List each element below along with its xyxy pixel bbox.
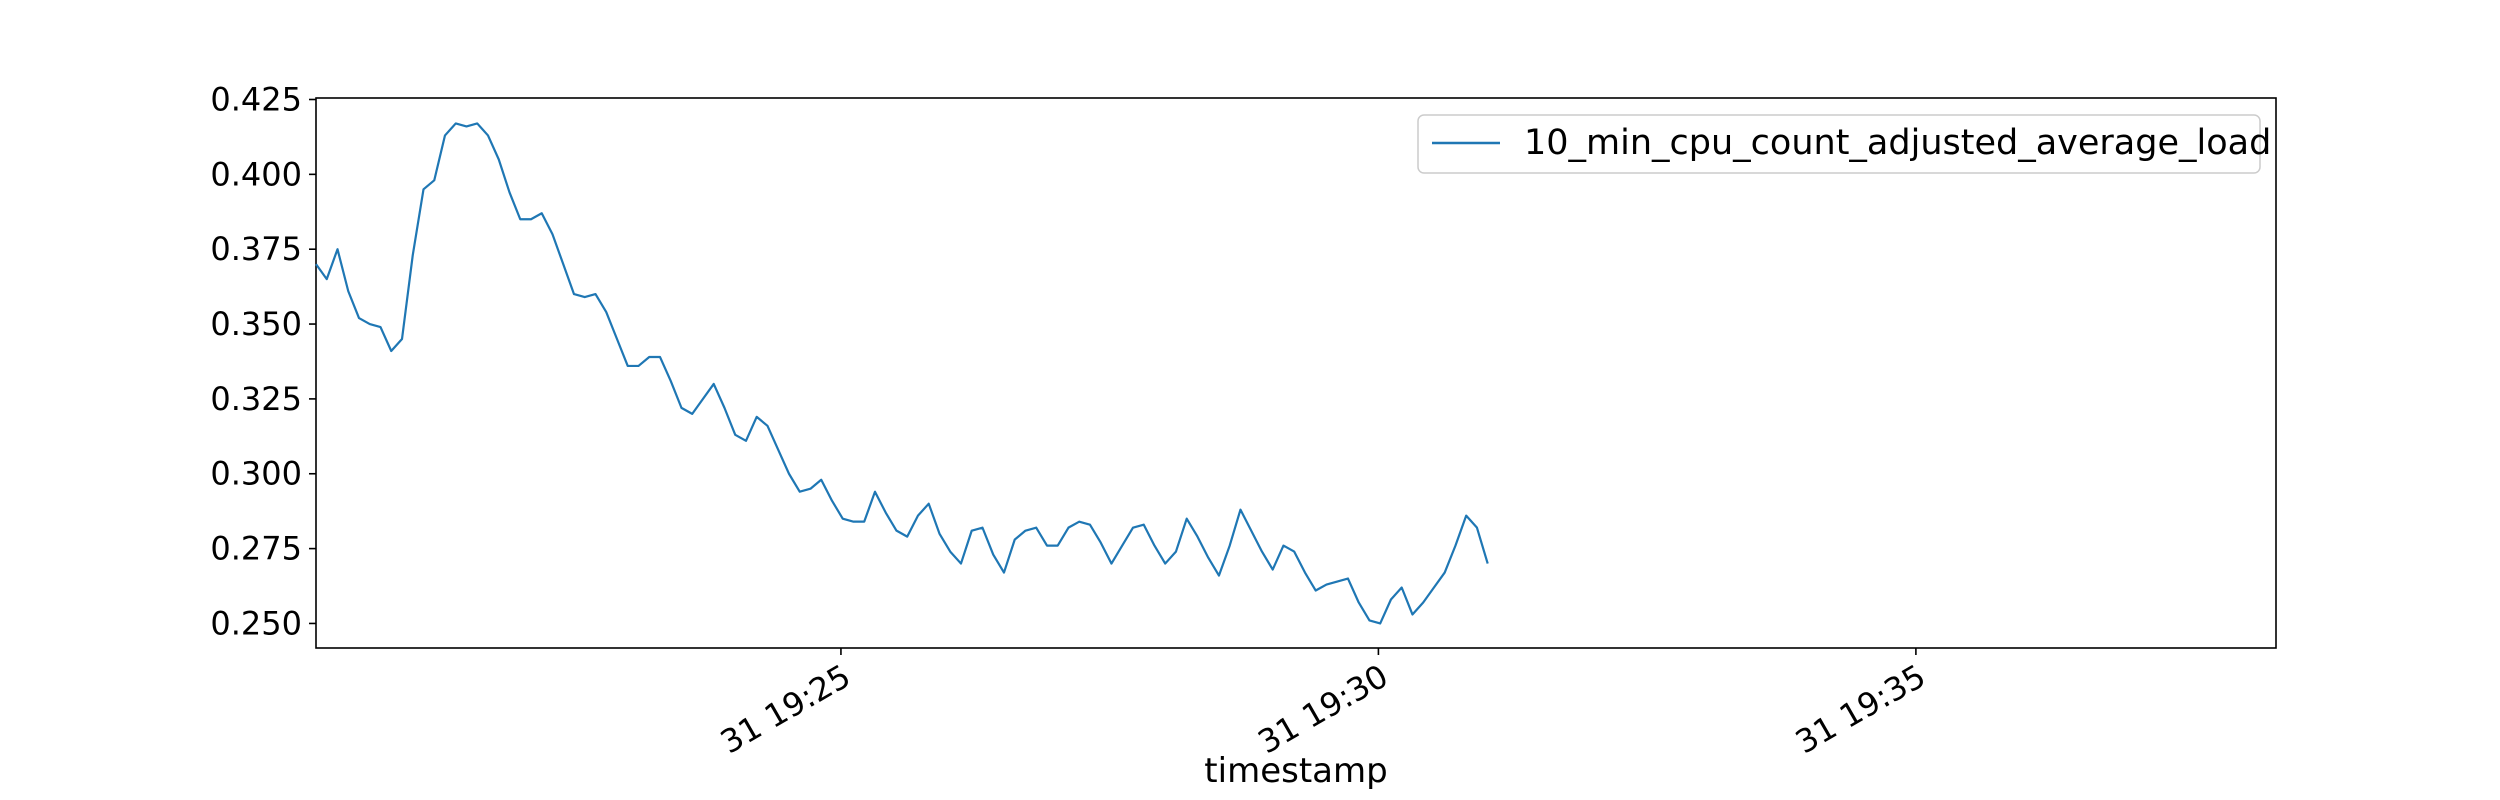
legend: 10_min_cpu_count_adjusted_average_load	[1417, 114, 2271, 174]
y-tick-label: 0.350	[210, 305, 302, 343]
y-axis: 0.250 0.275 0.300 0.325 0.350 0.375 0.400 0.425	[210, 80, 316, 642]
y-tick-label: 0.400	[210, 155, 302, 193]
legend-label: 10_min_cpu_count_adjusted_average_load	[1524, 123, 2271, 163]
y-tick-label: 0.425	[210, 80, 302, 118]
legend-box	[1417, 114, 2261, 174]
y-tick-label: 0.275	[210, 530, 302, 568]
y-tick-label: 0.300	[210, 455, 302, 493]
y-tick-label: 0.375	[210, 230, 302, 268]
x-axis-title: timestamp	[1204, 751, 1387, 791]
series-line	[315, 122, 1489, 625]
plot-area-frame	[315, 97, 2277, 649]
series-layer	[315, 122, 1489, 625]
y-tick-label: 0.325	[210, 380, 302, 418]
y-tick-label: 0.250	[210, 604, 302, 642]
